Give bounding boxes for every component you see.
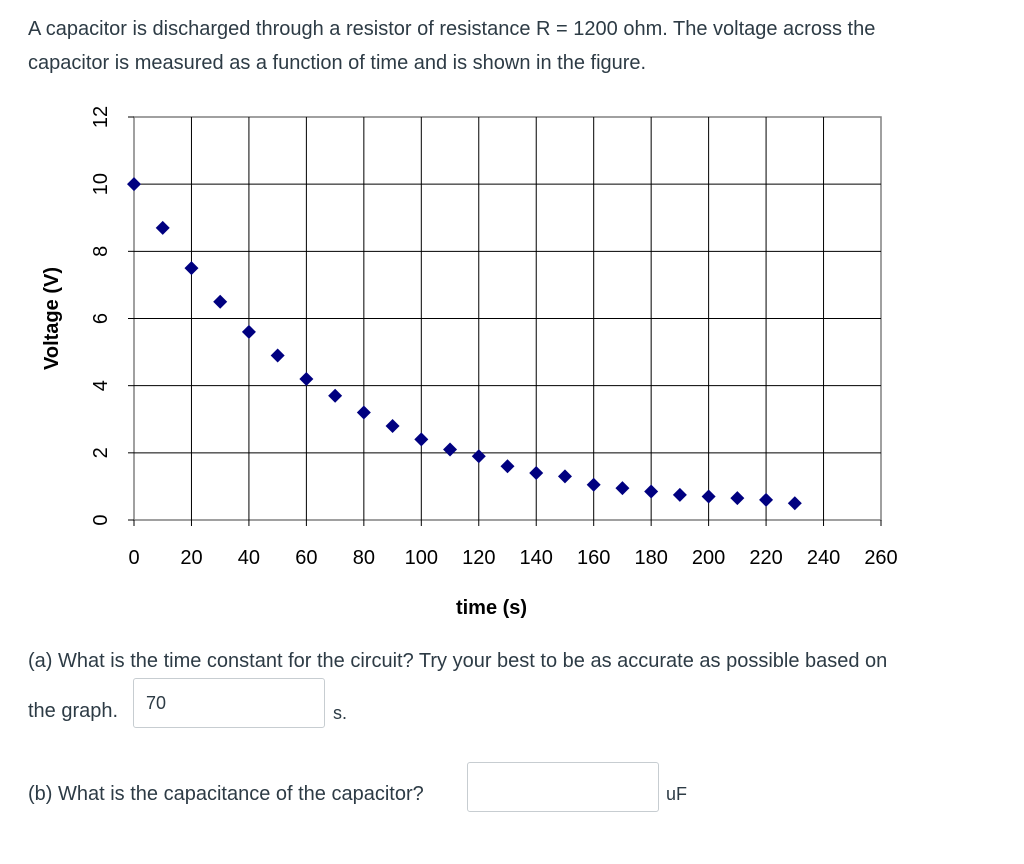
- data-point: [615, 481, 630, 496]
- x-tick-label: 0: [128, 547, 139, 569]
- data-point: [471, 449, 486, 464]
- question-intro-line-1: A capacitor is discharged through a resi…: [28, 18, 876, 40]
- x-axis-label: time (s): [456, 597, 527, 619]
- data-point: [672, 487, 687, 502]
- x-tick-label: 140: [520, 547, 553, 569]
- y-tick-label: 12: [90, 106, 112, 128]
- y-tick-label: 0: [90, 514, 112, 525]
- capacitance-input[interactable]: [467, 762, 659, 812]
- data-point: [270, 348, 285, 363]
- y-tick-label: 8: [90, 246, 112, 257]
- part-b-question: (b) What is the capacitance of the capac…: [28, 783, 424, 805]
- data-point: [701, 489, 716, 504]
- time-constant-input[interactable]: [133, 678, 325, 728]
- data-point: [787, 496, 802, 511]
- data-point: [356, 405, 371, 420]
- x-tick-label: 100: [405, 547, 438, 569]
- data-point: [586, 477, 601, 492]
- x-tick-label: 200: [692, 547, 725, 569]
- data-point: [241, 324, 256, 339]
- x-tick-label: 20: [180, 547, 202, 569]
- part-a-question-line-1: (a) What is the time constant for the ci…: [28, 650, 888, 672]
- y-tick-label: 6: [90, 313, 112, 324]
- data-point: [299, 371, 314, 386]
- data-point: [500, 459, 515, 474]
- data-point: [184, 261, 199, 276]
- time-constant-unit: s.: [333, 703, 348, 723]
- x-tick-label: 240: [807, 547, 840, 569]
- data-point: [557, 469, 572, 484]
- data-point: [414, 432, 429, 447]
- x-tick-label: 180: [634, 547, 667, 569]
- data-point: [127, 177, 141, 192]
- data-point: [644, 484, 659, 499]
- data-point: [213, 294, 228, 309]
- data-point: [385, 418, 400, 433]
- question-intro-line-2: capacitor is measured as a function of t…: [28, 52, 647, 74]
- data-point: [328, 388, 343, 403]
- voltage-time-chart: 0 20 40 60 80 100 120 140 160 180 200 220 240 260 0 2 4 6…: [41, 106, 898, 619]
- data-point: [759, 492, 774, 507]
- x-tick-label: 120: [462, 547, 495, 569]
- data-point: [443, 442, 458, 457]
- x-tick-label: 220: [749, 547, 782, 569]
- part-a-question-line-2: the graph.: [28, 700, 119, 722]
- data-point: [529, 465, 544, 480]
- x-tick-label: 60: [295, 547, 317, 569]
- x-tick-label: 80: [353, 547, 375, 569]
- y-tick-label: 4: [90, 380, 112, 391]
- y-tick-label: 10: [90, 173, 112, 195]
- x-tick-label: 260: [864, 547, 897, 569]
- capacitance-unit: uF: [666, 784, 688, 804]
- question-text: A capacitor is discharged through a resi…: [28, 12, 988, 80]
- y-tick-label: 2: [90, 447, 112, 458]
- data-point: [730, 491, 745, 506]
- x-tick-label: 40: [238, 547, 260, 569]
- y-axis-label: Voltage (V): [41, 267, 63, 370]
- data-point: [155, 220, 170, 235]
- x-tick-label: 160: [577, 547, 610, 569]
